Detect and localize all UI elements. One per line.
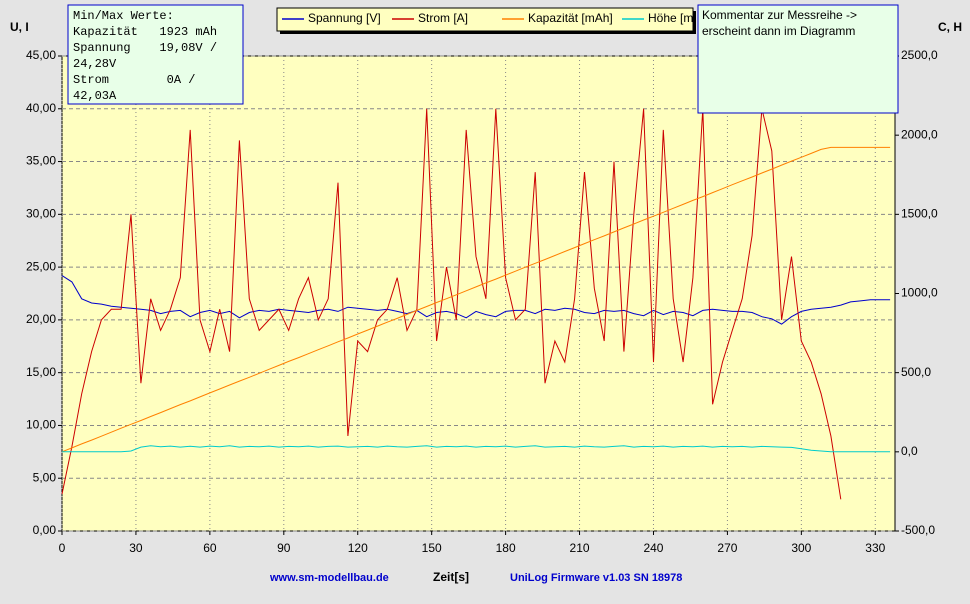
y2-tick-label: 1000,0	[901, 286, 938, 300]
x-tick-label: 150	[422, 541, 442, 555]
y-axis-title: U, I	[10, 20, 29, 34]
comment-line: erscheint dann im Diagramm	[702, 24, 855, 38]
legend-label: Strom [A]	[418, 11, 468, 25]
footer-firmware: UniLog Firmware v1.03 SN 18978	[510, 572, 682, 584]
y2-tick-label: 500,0	[901, 365, 931, 379]
stats-line: 42,03A	[73, 89, 117, 103]
series-line	[62, 445, 891, 453]
x-tick-label: 120	[348, 541, 368, 555]
x-tick-label: 0	[59, 541, 66, 555]
axes: 0,005,0010,0015,0020,0025,0030,0035,0040…	[26, 48, 938, 555]
legend: Spannung [V] Strom [A] Kapazität [mAh] Höhe…	[276, 7, 697, 34]
y-tick-label: 35,00	[26, 154, 56, 168]
y2-tick-label: -500,0	[901, 523, 935, 537]
y-tick-label: 15,00	[26, 365, 56, 379]
legend-label: Spannung [V]	[308, 11, 381, 25]
series-line	[61, 108, 842, 500]
y-tick-label: 40,00	[26, 101, 56, 115]
x-tick-label: 210	[570, 541, 590, 555]
comment-frame	[697, 4, 899, 114]
legend-frame	[276, 7, 694, 32]
lines	[61, 108, 891, 500]
y2-axis-title: C, H	[938, 20, 962, 34]
plot-area	[61, 55, 896, 532]
stats-box: Min/Max Werte: Kapazität 1923 mAh Spannung…	[67, 4, 244, 105]
stats-line: Kapazität 1923 mAh	[73, 25, 217, 39]
series-line	[61, 146, 891, 453]
legend-label: Kapazität [mAh]	[528, 11, 613, 25]
y2-tick-label: 1500,0	[901, 207, 938, 221]
x-tick-label: 330	[865, 541, 885, 555]
y-tick-label: 10,00	[26, 418, 56, 432]
x-tick-label: 240	[643, 541, 663, 555]
x-axis-title: Zeit[s]	[433, 570, 469, 584]
comment-line: Kommentar zur Messreihe ->	[702, 8, 857, 22]
y-tick-label: 25,00	[26, 259, 56, 273]
y-tick-label: 30,00	[26, 207, 56, 221]
x-tick-label: 270	[717, 541, 737, 555]
stats-line: 24,28V	[73, 57, 117, 71]
x-tick-label: 180	[496, 541, 516, 555]
x-tick-label: 300	[791, 541, 811, 555]
y2-tick-label: 0,0	[901, 444, 918, 458]
x-tick-label: 60	[203, 541, 217, 555]
legend-label: Höhe [m]	[648, 11, 697, 25]
x-tick-label: 90	[277, 541, 291, 555]
stats-line: Spannung 19,08V /	[73, 41, 217, 55]
comment-box: Kommentar zur Messreihe -> erscheint dann…	[697, 4, 899, 114]
stats-frame	[67, 4, 244, 105]
stats-line: Min/Max Werte:	[73, 9, 174, 23]
stats-line: Strom 0A /	[73, 73, 195, 87]
y-tick-label: 20,00	[26, 312, 56, 326]
y-tick-label: 45,00	[26, 48, 56, 62]
y2-tick-label: 2000,0	[901, 127, 938, 141]
y-tick-label: 5,00	[33, 470, 57, 484]
footer-link: www.sm-modellbau.de	[269, 572, 389, 584]
y-tick-label: 0,00	[33, 523, 57, 537]
y2-tick-label: 2500,0	[901, 48, 938, 62]
x-tick-label: 30	[129, 541, 143, 555]
